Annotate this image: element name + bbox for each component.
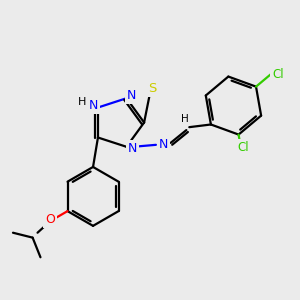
Text: H: H [181, 114, 188, 124]
Text: Cl: Cl [237, 140, 249, 154]
Text: N: N [128, 142, 137, 155]
Text: N: N [127, 89, 136, 102]
Text: Cl: Cl [272, 68, 284, 80]
Text: N: N [88, 99, 98, 112]
Text: H: H [78, 97, 86, 106]
Text: S: S [148, 82, 156, 95]
Text: N: N [159, 138, 169, 151]
Text: O: O [45, 214, 55, 226]
